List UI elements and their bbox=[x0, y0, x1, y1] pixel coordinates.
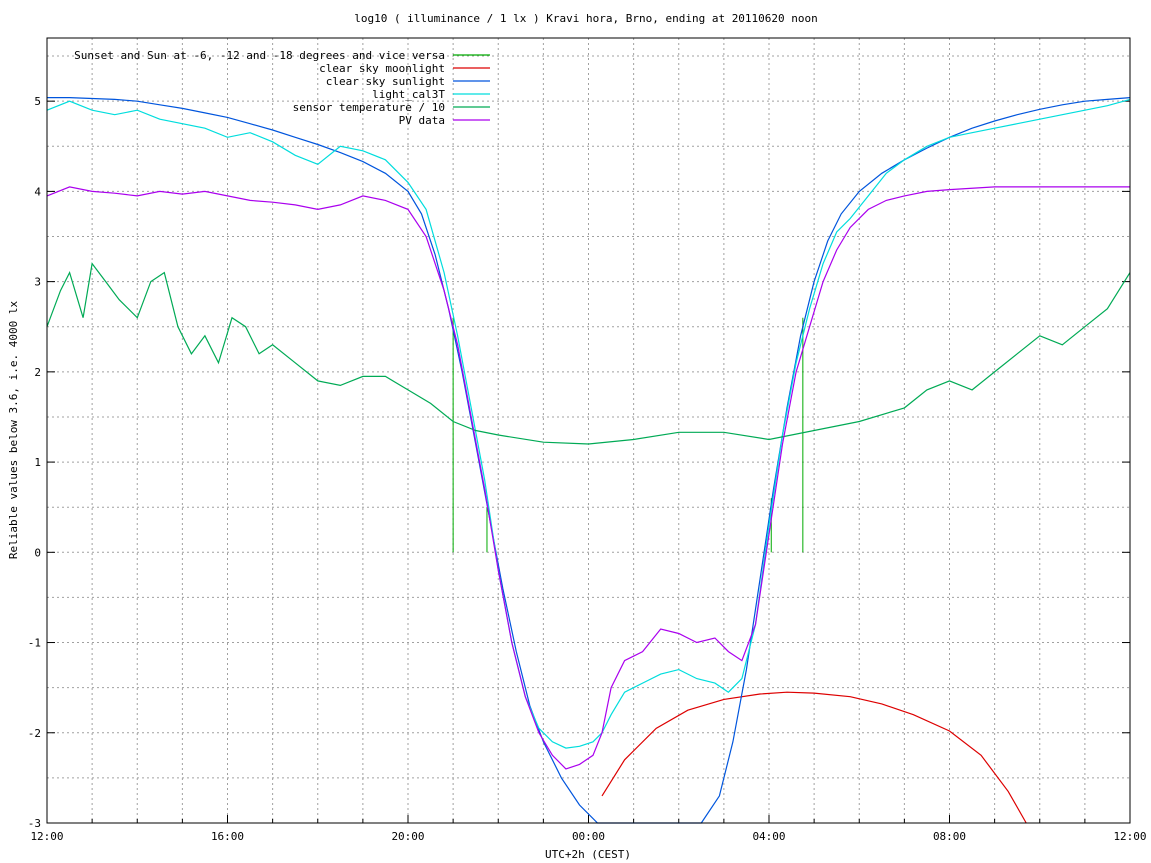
series-1 bbox=[601, 691, 1027, 824]
grid bbox=[47, 38, 1130, 823]
x-tick-label: 00:00 bbox=[572, 830, 605, 843]
plot-frame bbox=[46, 37, 1131, 824]
x-tick-label: 08:00 bbox=[933, 830, 966, 843]
series-line bbox=[46, 186, 1130, 770]
series-line bbox=[601, 691, 1027, 824]
chart-title: log10 ( illuminance / 1 lx ) Kravi hora,… bbox=[354, 12, 818, 25]
legend-label: clear sky moonlight bbox=[319, 62, 445, 75]
legend: Sunset and Sun at -6, -12 and -18 degree… bbox=[74, 49, 490, 127]
legend-label: PV data bbox=[399, 114, 445, 127]
y-tick-label: 5 bbox=[34, 95, 41, 108]
series-line bbox=[47, 96, 1131, 824]
y-tick-label: 3 bbox=[34, 276, 41, 289]
series-4 bbox=[46, 262, 1131, 445]
y-tick-label: 0 bbox=[34, 546, 41, 559]
x-tick-label: 16:00 bbox=[211, 830, 244, 843]
y-tick-label: 4 bbox=[34, 185, 41, 198]
y-axis-label: Reliable values below 3.6, i.e. 4000 lx bbox=[7, 300, 20, 559]
x-tick-label: 20:00 bbox=[391, 830, 424, 843]
series-2 bbox=[47, 96, 1131, 824]
y-tick-label: 1 bbox=[34, 456, 41, 469]
y-tick-label: -2 bbox=[28, 727, 41, 740]
series-0 bbox=[452, 317, 804, 553]
legend-label: clear sky sunlight bbox=[326, 75, 445, 88]
legend-label: light_cal3T bbox=[372, 88, 445, 101]
series-layer bbox=[46, 96, 1131, 824]
x-tick-label: 12:00 bbox=[1113, 830, 1146, 843]
y-tick-label: 2 bbox=[34, 366, 41, 379]
legend-label: Sunset and Sun at -6, -12 and -18 degree… bbox=[74, 49, 445, 62]
x-tick-label: 04:00 bbox=[752, 830, 785, 843]
axis-ticks: 12:00 16:00 20:00 00:00 04:00 08:00 12:00-3-2-… bbox=[28, 95, 1147, 843]
series-line bbox=[46, 262, 1131, 445]
series-5 bbox=[46, 186, 1130, 770]
y-tick-label: -1 bbox=[28, 637, 41, 650]
legend-label: sensor temperature / 10 bbox=[293, 101, 445, 114]
x-axis-label: UTC+2h (CEST) bbox=[545, 848, 631, 861]
y-tick-label: -3 bbox=[28, 817, 41, 830]
x-tick-label: 12:00 bbox=[30, 830, 63, 843]
